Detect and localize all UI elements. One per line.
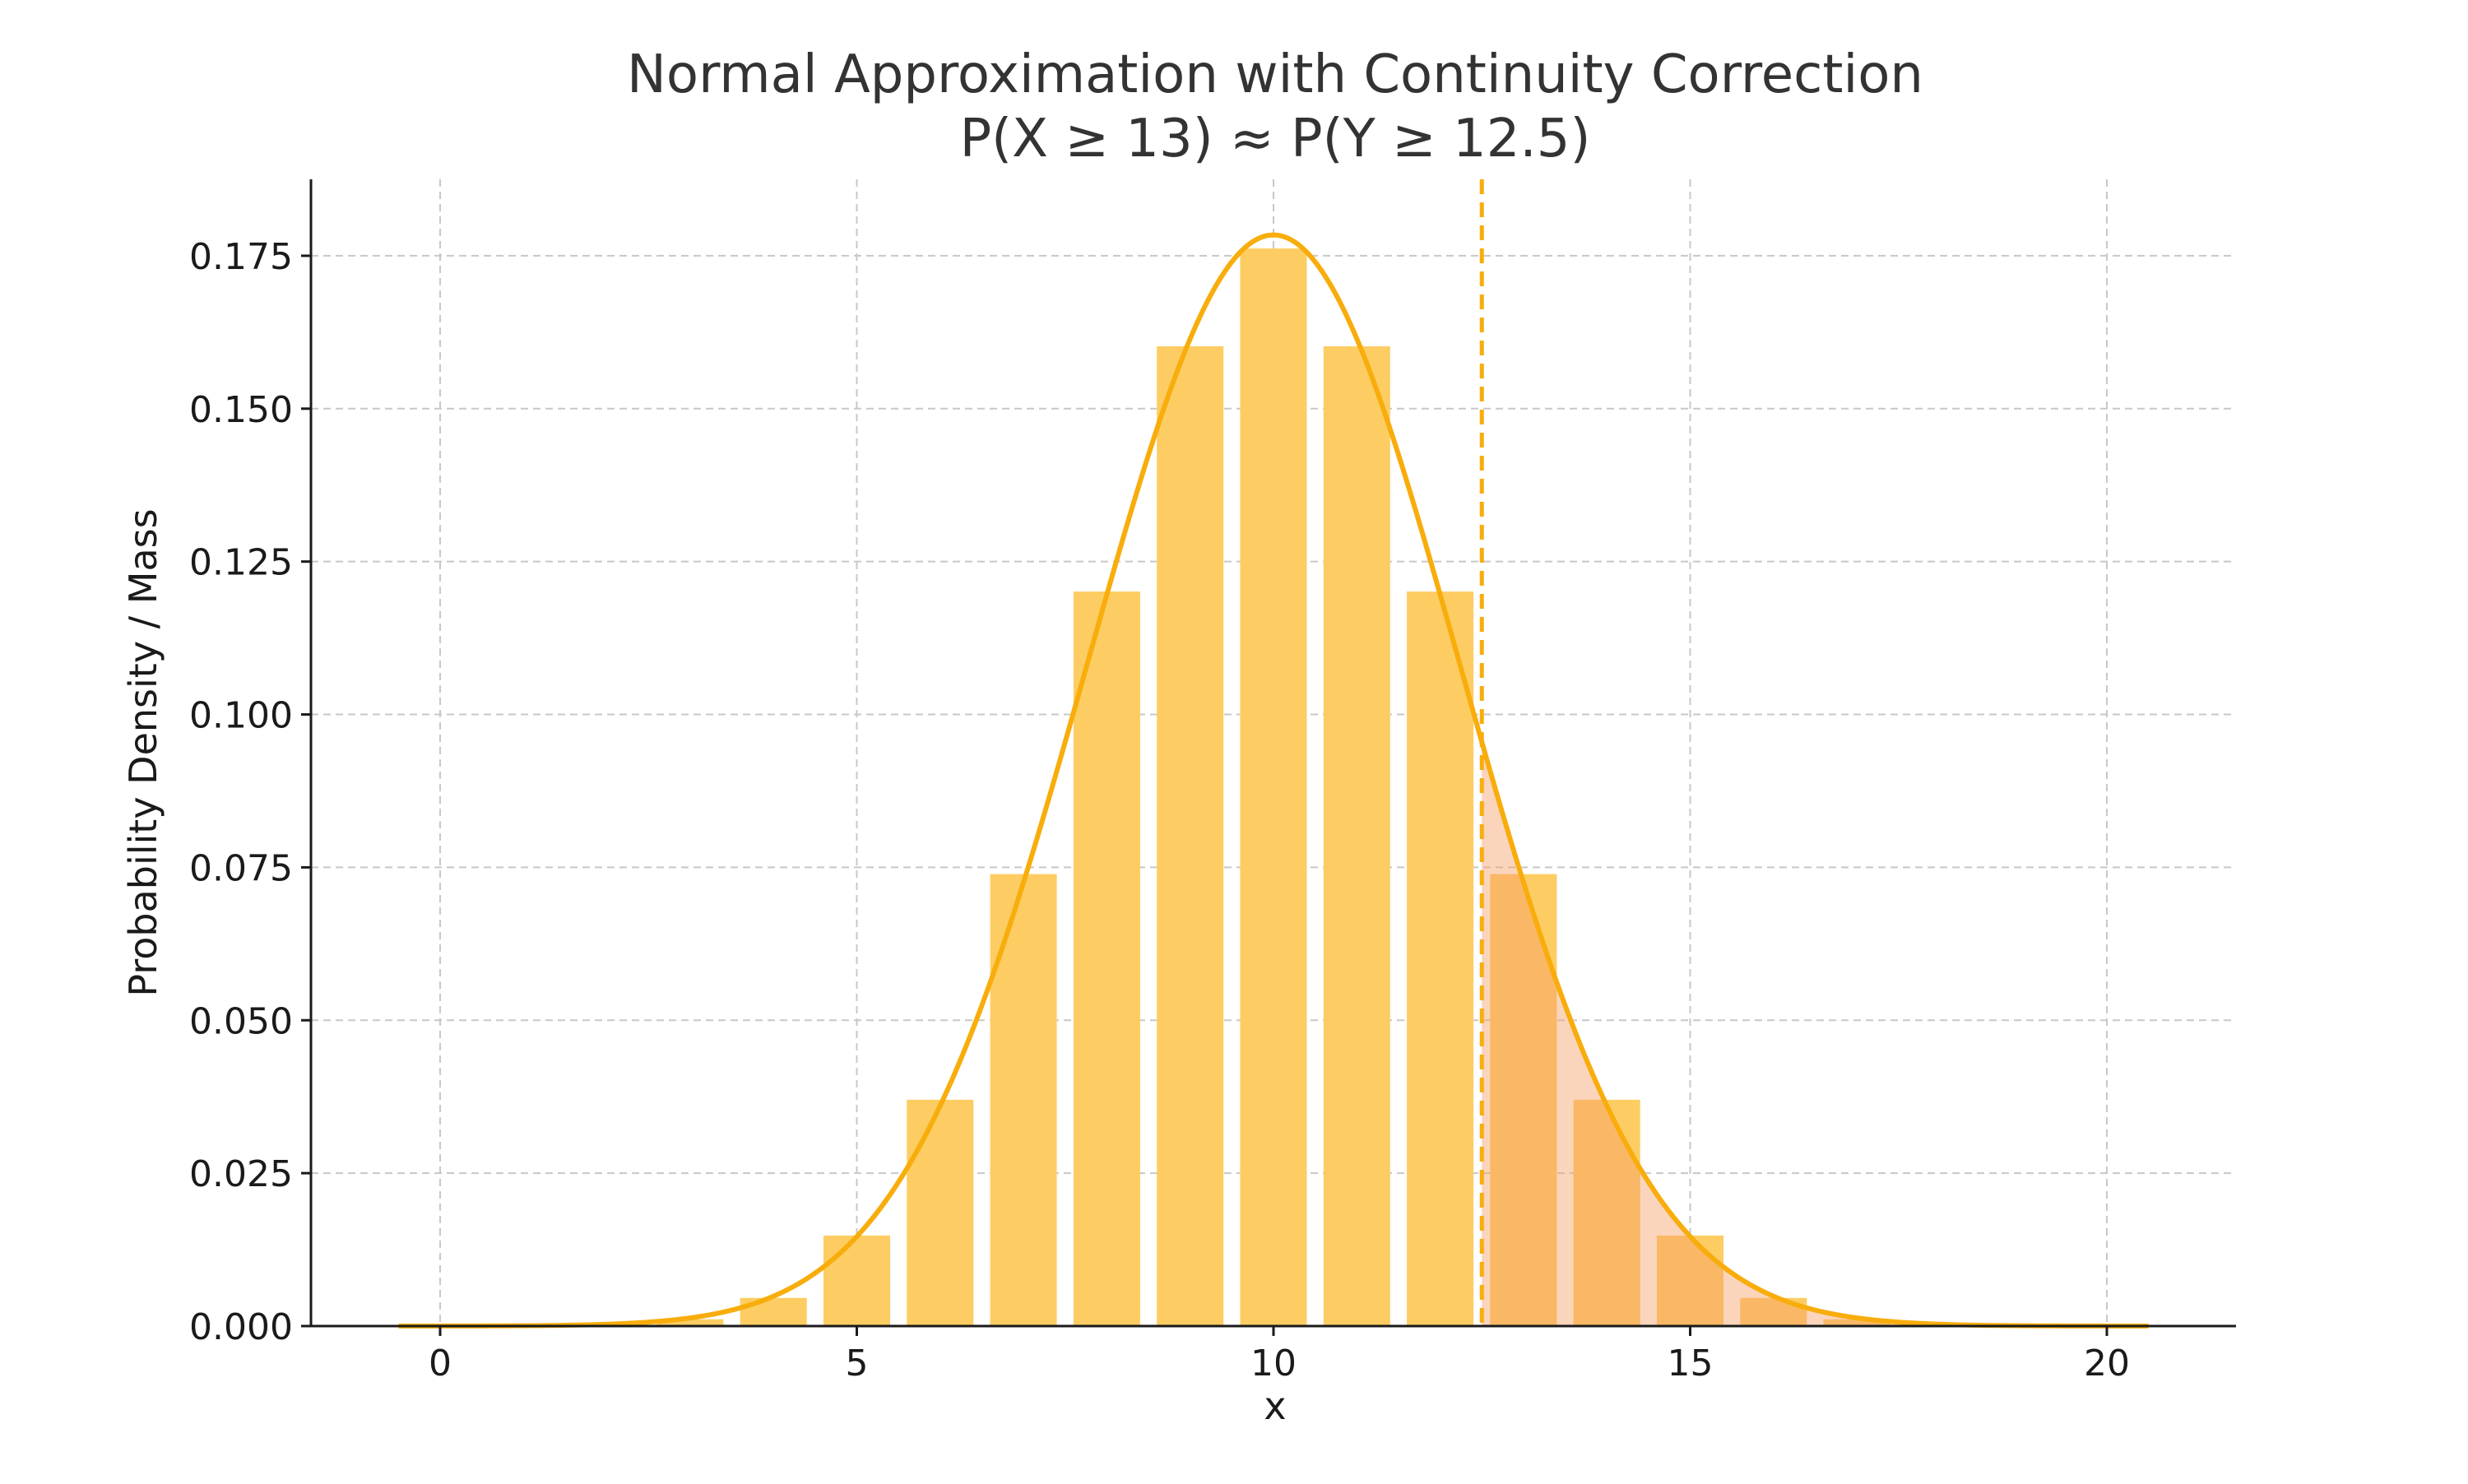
y-tick-label-0: 0.000 — [189, 1306, 293, 1348]
x-tick-label-0: 0 — [429, 1343, 452, 1384]
bar-10 — [1240, 248, 1307, 1326]
chart-subtitle: P(X ≥ 13) ≈ P(Y ≥ 12.5) — [960, 109, 1591, 169]
bar-8 — [1073, 591, 1140, 1326]
shaded-region-group — [1482, 742, 2149, 1326]
x-tick-label-1: 5 — [846, 1343, 869, 1384]
y-tick-label-3: 0.075 — [189, 847, 293, 889]
y-tick-label-1: 0.025 — [189, 1153, 293, 1195]
bar-7 — [990, 874, 1057, 1326]
ticks: 0 5 10 15 20 0.000 0.025 0.050 0.075 0.100 0.125 0.… — [189, 236, 2130, 1384]
bar-11 — [1323, 345, 1390, 1326]
shaded-tail-area — [1482, 742, 2149, 1326]
bar-6 — [907, 1099, 974, 1326]
bar-15 — [1656, 1235, 1724, 1326]
x-axis-label: x — [1264, 1384, 1286, 1428]
bar-14 — [1573, 1099, 1640, 1326]
bar-9 — [1157, 345, 1224, 1326]
bar-4 — [740, 1297, 807, 1326]
bar-12 — [1407, 591, 1474, 1326]
bar-17 — [1823, 1319, 1890, 1326]
y-tick-label-4: 0.100 — [189, 695, 293, 737]
bar-series — [573, 248, 1974, 1326]
y-axis-label: Probability Density / Mass — [121, 508, 165, 996]
normal-curve — [398, 232, 2149, 1329]
bar-5 — [823, 1235, 891, 1326]
x-tick-label-2: 10 — [1250, 1343, 1297, 1384]
x-tick-label-4: 20 — [2084, 1343, 2130, 1384]
normal-curve-group — [398, 179, 2149, 1329]
y-tick-label-5: 0.125 — [189, 542, 293, 584]
bar-3 — [656, 1319, 724, 1326]
y-tick-label-7: 0.175 — [189, 236, 293, 278]
chart-title: Normal Approximation with Continuity Cor… — [627, 44, 1923, 105]
x-tick-label-3: 15 — [1667, 1343, 1713, 1384]
y-tick-label-2: 0.050 — [189, 1000, 293, 1042]
y-tick-label-6: 0.150 — [189, 389, 293, 431]
